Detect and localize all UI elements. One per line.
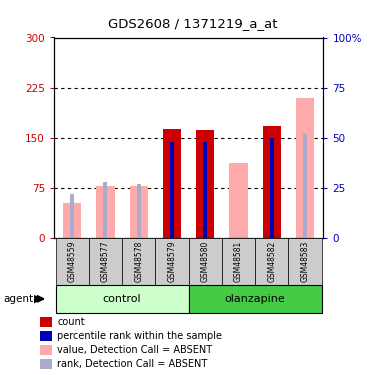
Bar bbox=[163, 129, 181, 238]
Bar bbox=[130, 186, 148, 238]
Bar bbox=[203, 142, 207, 238]
Text: olanzapine: olanzapine bbox=[225, 294, 286, 304]
Bar bbox=[222, 238, 255, 285]
Text: GSM48578: GSM48578 bbox=[134, 241, 143, 282]
Bar bbox=[196, 130, 214, 238]
Bar bbox=[89, 238, 122, 285]
Bar bbox=[296, 98, 314, 238]
Bar bbox=[40, 317, 52, 327]
Bar bbox=[40, 359, 52, 369]
Bar bbox=[156, 238, 189, 285]
Bar bbox=[229, 162, 248, 238]
Text: control: control bbox=[103, 294, 141, 304]
Bar bbox=[40, 345, 52, 355]
Text: GSM48577: GSM48577 bbox=[101, 241, 110, 282]
Bar bbox=[255, 238, 288, 285]
Bar bbox=[122, 238, 156, 285]
Text: GSM48582: GSM48582 bbox=[267, 241, 276, 282]
Bar bbox=[104, 182, 107, 238]
Text: GSM48581: GSM48581 bbox=[234, 241, 243, 282]
Text: percentile rank within the sample: percentile rank within the sample bbox=[57, 331, 222, 341]
Bar bbox=[189, 238, 222, 285]
Text: value, Detection Call = ABSENT: value, Detection Call = ABSENT bbox=[57, 345, 212, 355]
Text: GDS2608 / 1371219_a_at: GDS2608 / 1371219_a_at bbox=[108, 17, 277, 30]
Bar bbox=[96, 186, 115, 238]
Bar bbox=[55, 238, 89, 285]
Bar bbox=[40, 331, 52, 341]
Text: count: count bbox=[57, 317, 85, 327]
Bar bbox=[303, 134, 307, 238]
Bar bbox=[270, 138, 274, 238]
Bar bbox=[137, 184, 141, 238]
Text: agent: agent bbox=[4, 294, 34, 304]
Bar bbox=[55, 285, 189, 313]
Text: GSM48579: GSM48579 bbox=[167, 241, 176, 282]
Text: GSM48580: GSM48580 bbox=[201, 241, 210, 282]
Text: ▶: ▶ bbox=[34, 294, 42, 304]
Text: GSM48559: GSM48559 bbox=[68, 241, 77, 282]
Bar bbox=[189, 285, 322, 313]
Bar bbox=[63, 203, 81, 238]
Text: GSM48583: GSM48583 bbox=[301, 241, 310, 282]
Bar bbox=[170, 142, 174, 238]
Bar bbox=[263, 126, 281, 238]
Bar bbox=[70, 194, 74, 238]
Bar bbox=[288, 238, 322, 285]
Text: rank, Detection Call = ABSENT: rank, Detection Call = ABSENT bbox=[57, 359, 208, 369]
